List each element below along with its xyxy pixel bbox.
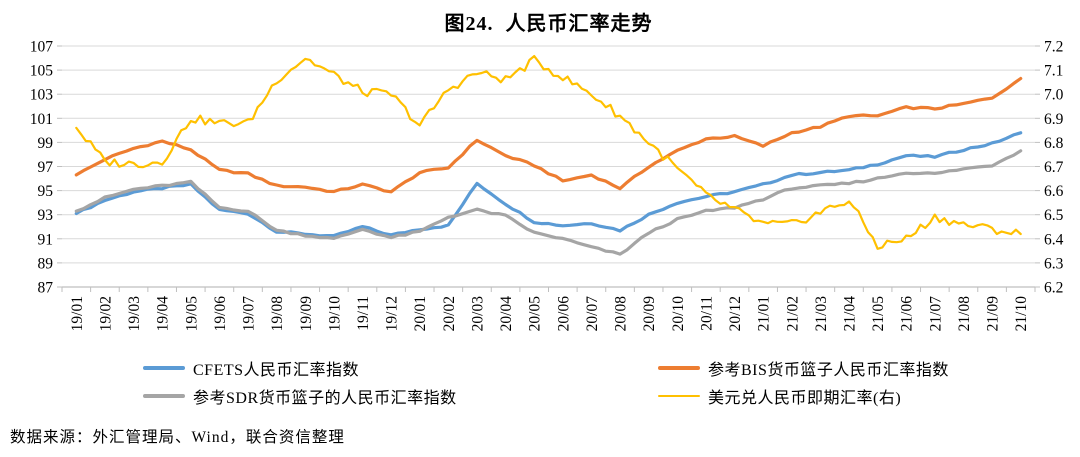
x-axis-label: 19/02	[97, 296, 114, 331]
legend-swatch	[658, 394, 700, 398]
legend-label: 参考SDR货币篮子的人民币汇率指数	[193, 390, 457, 407]
x-axis-label: 19/09	[298, 296, 315, 332]
x-axis-label: 20/03	[469, 296, 486, 332]
x-axis-label: 21/08	[956, 296, 973, 332]
legend-item: 参考BIS货币篮子人民币汇率指数	[658, 358, 949, 379]
right-axis-label: 6.3	[1044, 255, 1064, 272]
right-axis-label: 7.0	[1044, 87, 1064, 104]
x-axis-label: 20/12	[727, 296, 744, 331]
x-axis-label: 21/02	[784, 296, 801, 331]
x-axis-label: 19/01	[69, 296, 86, 331]
left-axis-label: 101	[30, 111, 53, 128]
left-axis-label: 87	[38, 280, 54, 297]
x-axis-label: 19/06	[212, 296, 229, 332]
right-axis-label: 7.1	[1044, 63, 1063, 80]
right-axis-label: 6.7	[1044, 159, 1064, 176]
x-axis-label: 21/04	[841, 296, 858, 332]
left-axis-label: 95	[38, 183, 54, 200]
legend-label: 美元兑人民币即期汇率(右)	[708, 390, 902, 407]
legend-label: CFETS人民币汇率指数	[193, 362, 360, 379]
x-axis-label: 21/09	[985, 296, 1002, 332]
legend-item: CFETS人民币汇率指数	[143, 358, 360, 379]
x-axis-label: 20/11	[698, 296, 715, 331]
x-axis-label: 21/05	[870, 296, 887, 332]
series-line-2	[74, 149, 1023, 256]
x-axis-label: 21/01	[756, 296, 773, 331]
x-axis-label: 20/09	[641, 296, 658, 332]
x-axis-label: 19/04	[155, 296, 172, 332]
series-line-3	[75, 55, 1022, 250]
x-axis-label: 21/10	[1013, 296, 1030, 332]
left-axis-label: 99	[38, 135, 54, 152]
left-axis-label: 105	[30, 63, 54, 80]
legend-label: 参考BIS货币篮子人民币汇率指数	[708, 362, 949, 379]
left-axis-label: 91	[38, 231, 54, 248]
x-axis-label: 19/03	[126, 296, 143, 332]
legend-item: 参考SDR货币篮子的人民币汇率指数	[143, 386, 457, 407]
right-axis-label: 6.8	[1044, 135, 1064, 152]
left-axis-label: 93	[38, 207, 54, 224]
x-axis-label: 19/11	[355, 296, 372, 331]
left-axis-label: 103	[30, 87, 54, 104]
left-axis-label: 97	[38, 159, 54, 176]
x-axis-label: 20/06	[555, 296, 572, 332]
series-line-1	[74, 76, 1023, 194]
left-axis-label: 107	[30, 39, 54, 56]
legend-item: 美元兑人民币即期汇率(右)	[658, 386, 902, 407]
x-axis-label: 21/06	[899, 296, 916, 332]
x-axis-label: 20/02	[441, 296, 458, 331]
x-axis-label: 20/08	[613, 296, 630, 332]
left-axis-label: 89	[38, 255, 54, 272]
x-axis-label: 20/01	[412, 296, 429, 331]
legend-swatch	[143, 366, 185, 370]
x-axis-label: 19/05	[183, 296, 200, 332]
x-axis-label: 19/07	[241, 296, 258, 332]
right-axis-label: 6.6	[1044, 183, 1064, 200]
x-axis-label: 20/04	[498, 296, 515, 332]
right-axis-label: 6.2	[1044, 280, 1063, 297]
x-axis-label: 20/05	[527, 296, 544, 332]
source-note: 数据来源：外汇管理局、Wind，联合资信整理	[10, 429, 345, 446]
right-axis-label: 6.9	[1044, 111, 1064, 128]
x-axis-label: 20/10	[670, 296, 687, 332]
legend-swatch	[143, 394, 185, 398]
x-axis-label: 19/12	[384, 296, 401, 331]
x-axis-label: 21/03	[813, 296, 830, 332]
right-axis-label: 7.2	[1044, 39, 1063, 56]
right-axis-label: 6.5	[1044, 207, 1064, 224]
x-axis-label: 21/07	[927, 296, 944, 332]
series-line-0	[74, 131, 1023, 238]
x-axis-label: 19/08	[269, 296, 286, 332]
chart-title: 图24. 人民币汇率走势	[444, 13, 653, 35]
x-axis-label: 20/07	[584, 296, 601, 332]
legend-swatch	[658, 366, 700, 370]
x-axis-label: 19/10	[326, 296, 343, 332]
right-axis-label: 6.4	[1044, 231, 1064, 248]
